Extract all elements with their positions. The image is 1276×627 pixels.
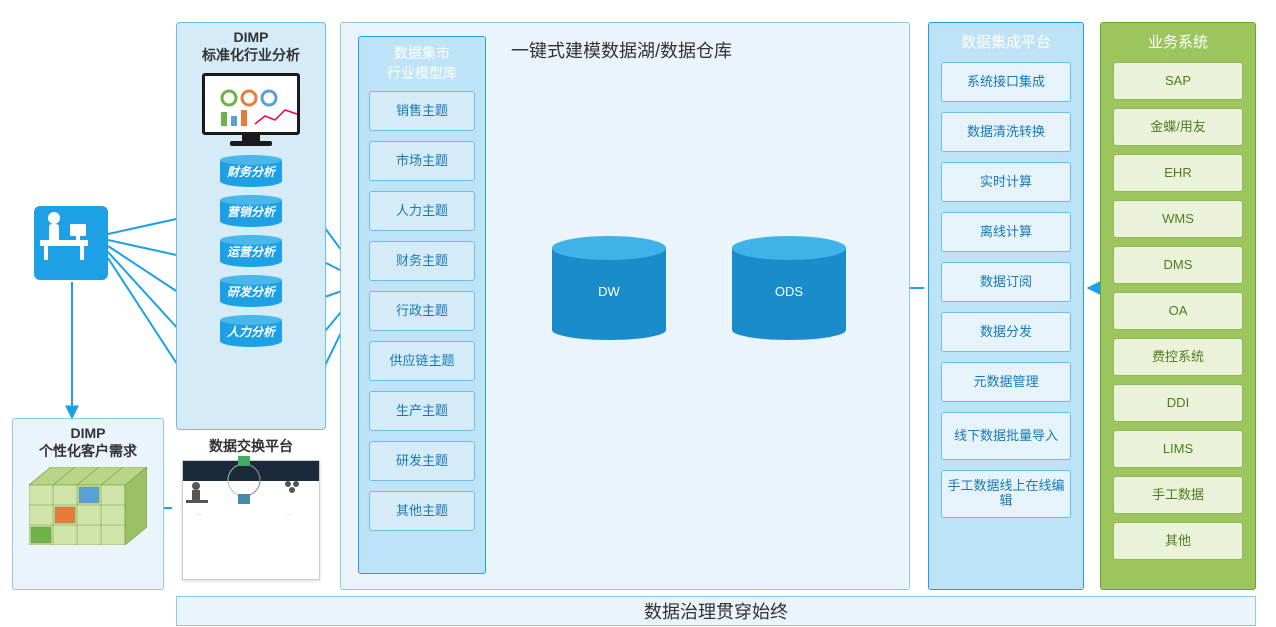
- biz-system-item: 费控系统: [1113, 338, 1243, 376]
- data-lake-title: 一键式建模数据湖/数据仓库: [511, 37, 909, 63]
- exchange-thumb: ··· ···: [182, 460, 320, 580]
- biz-system-item: OA: [1113, 292, 1243, 330]
- exchange-panel: 数据交换平台 ··· ···: [176, 436, 326, 584]
- dashboard-monitor-icon: [196, 69, 306, 149]
- market-topic-item: 人力主题: [369, 191, 475, 231]
- diagram-stage: DIMP 个性化客户需求 DIMP 标准化行业分析: [0, 0, 1276, 627]
- biz-system-item: LIMS: [1113, 430, 1243, 468]
- biz-header: 业务系统: [1101, 23, 1255, 62]
- ods-label: ODS: [732, 284, 846, 299]
- dimp-analysis-item: 运营分析: [220, 235, 282, 267]
- biz-system-item: SAP: [1113, 62, 1243, 100]
- dimp-custom-title: DIMP 个性化客户需求: [13, 425, 163, 461]
- user-at-desk-icon: [34, 206, 108, 280]
- dimp-standard-title: DIMP 标准化行业分析: [177, 29, 325, 65]
- integration-item: 离线计算: [941, 212, 1071, 252]
- biz-panel: 业务系统 SAP 金蝶/用友 EHR WMS DMS OA 费控系统 DDI LIMS 手工数据其…: [1100, 22, 1256, 590]
- integration-item: 系统接口集成: [941, 62, 1071, 102]
- integration-item: 线下数据批量导入: [941, 412, 1071, 460]
- integration-item: 数据清洗转换: [941, 112, 1071, 152]
- biz-system-item: WMS: [1113, 200, 1243, 238]
- cylinder-icon: 人力分析: [220, 315, 282, 347]
- biz-system-item: DDI: [1113, 384, 1243, 422]
- market-topic-item: 供应链主题: [369, 341, 475, 381]
- market-topic-item: 其他主题: [369, 491, 475, 531]
- cylinder-icon: 运营分析: [220, 235, 282, 267]
- dw-cylinder: DW: [552, 236, 666, 340]
- integration-item: 数据订阅: [941, 262, 1071, 302]
- integration-item: 实时计算: [941, 162, 1071, 202]
- dimp-standard-panel: DIMP 标准化行业分析 财务分析: [176, 22, 326, 430]
- biz-system-item: DMS: [1113, 246, 1243, 284]
- market-topic-item: 销售主题: [369, 91, 475, 131]
- market-topic-item: 财务主题: [369, 241, 475, 281]
- market-items: 销售主题市场主题人力主题财务主题行政主题供应链主题生产主题研发主题其他主题: [359, 91, 485, 531]
- biz-system-item: 手工数据: [1113, 476, 1243, 514]
- integration-item: 元数据管理: [941, 362, 1071, 402]
- footer-label: 数据治理贯穿始终: [644, 598, 788, 624]
- market-topic-item: 市场主题: [369, 141, 475, 181]
- dimp-analysis-item: 研发分析: [220, 275, 282, 307]
- user-icon-panel: [34, 206, 108, 280]
- integration-header: 数据集成平台: [929, 23, 1083, 62]
- ods-cylinder: ODS: [732, 236, 846, 340]
- biz-system-item: 金蝶/用友: [1113, 108, 1243, 146]
- dimp-item-label: 运营分析: [220, 243, 282, 260]
- dimp-item-label: 营销分析: [220, 203, 282, 220]
- dimp-analysis-stack: 财务分析 营销分析 运营分析 研发分析 人力分析: [177, 155, 325, 347]
- integration-item: 手工数据线上在线编辑: [941, 470, 1071, 518]
- biz-system-item: EHR: [1113, 154, 1243, 192]
- market-topic-item: 研发主题: [369, 441, 475, 481]
- dimp-item-label: 人力分析: [220, 323, 282, 340]
- svg-text:···: ···: [196, 512, 201, 518]
- dimp-custom-panel: DIMP 个性化客户需求: [12, 418, 164, 590]
- integration-items: 系统接口集成数据清洗转换实时计算离线计算数据订阅数据分发元数据管理线下数据批量导…: [929, 62, 1083, 518]
- dimp-analysis-item: 营销分析: [220, 195, 282, 227]
- cylinder-icon: 营销分析: [220, 195, 282, 227]
- dimp-item-label: 研发分析: [220, 283, 282, 300]
- cube-icon: [29, 467, 147, 545]
- biz-system-item: 其他: [1113, 522, 1243, 560]
- svg-text:···: ···: [286, 512, 291, 518]
- market-topic-item: 生产主题: [369, 391, 475, 431]
- exchange-title: 数据交换平台: [176, 436, 326, 456]
- cylinder-icon: 研发分析: [220, 275, 282, 307]
- data-market-header: 数据集市 行业模型库: [359, 37, 485, 91]
- biz-items: SAP 金蝶/用友 EHR WMS DMS OA 费控系统 DDI LIMS 手工数据其他: [1101, 62, 1255, 560]
- data-market-column: 数据集市 行业模型库 销售主题市场主题人力主题财务主题行政主题供应链主题生产主题…: [358, 36, 486, 574]
- dimp-analysis-item: 财务分析: [220, 155, 282, 187]
- integration-panel: 数据集成平台 系统接口集成数据清洗转换实时计算离线计算数据订阅数据分发元数据管理…: [928, 22, 1084, 590]
- dw-label: DW: [552, 284, 666, 299]
- integration-item: 数据分发: [941, 312, 1071, 352]
- dimp-item-label: 财务分析: [220, 163, 282, 180]
- footer-bar: 数据治理贯穿始终: [176, 596, 1256, 626]
- market-topic-item: 行政主题: [369, 291, 475, 331]
- dimp-analysis-item: 人力分析: [220, 315, 282, 347]
- cylinder-icon: 财务分析: [220, 155, 282, 187]
